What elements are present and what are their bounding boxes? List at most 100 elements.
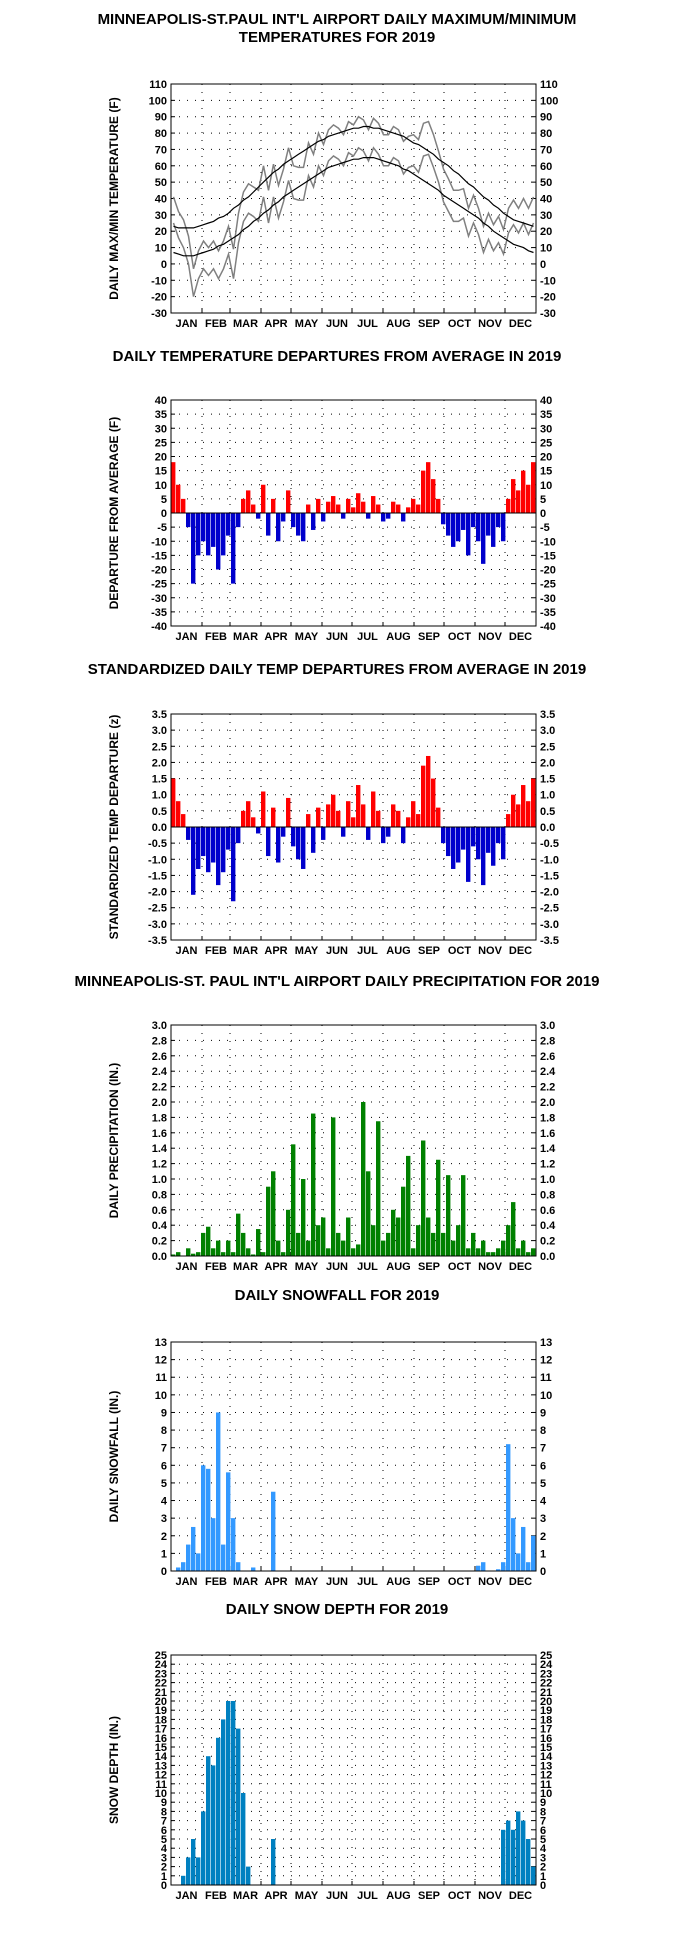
bar (201, 1232, 206, 1256)
x-tick-label: SEP (418, 318, 440, 330)
x-tick-label: FEB (205, 1576, 227, 1588)
x-tick-label: JUL (357, 631, 378, 643)
bar (386, 513, 391, 519)
y-tick-label: 0.0 (152, 1251, 167, 1263)
x-tick-label: MAR (233, 318, 258, 330)
bar (396, 1217, 401, 1256)
y-tick-label: -1.5 (148, 870, 167, 882)
bar (221, 827, 226, 873)
y-tick-label: 0.5 (152, 806, 167, 818)
bar (251, 817, 256, 827)
bar (456, 827, 461, 863)
y-tick-label: -2.5 (148, 903, 167, 915)
bar (506, 814, 511, 827)
x-tick-label: FEB (205, 945, 227, 957)
x-tick-label: MAR (233, 631, 258, 643)
bar (176, 484, 181, 513)
x-tick-label: DEC (509, 1576, 532, 1588)
bar (301, 1179, 306, 1256)
bar (476, 513, 481, 542)
bar (411, 1248, 416, 1256)
bar (436, 1159, 441, 1256)
bar (301, 513, 306, 542)
y-tick-label: -40 (540, 621, 556, 633)
y-tick-label: 3 (161, 1513, 167, 1525)
x-tick-label: APR (264, 1576, 287, 1588)
y-tick-label: 9 (540, 1407, 546, 1419)
y-tick-label: 5 (161, 1834, 167, 1846)
bar (531, 1866, 536, 1885)
bar (331, 496, 336, 513)
y-tick-label: 2 (540, 1531, 546, 1543)
bar (511, 794, 516, 827)
y-tick-label: 90 (540, 112, 552, 124)
plot-frame (170, 713, 537, 941)
bar (291, 827, 296, 847)
y-tick-label: 2.6 (152, 1051, 167, 1063)
bar (176, 1567, 181, 1571)
bar (211, 1518, 216, 1571)
y-tick-label: 24 (155, 1659, 168, 1671)
y-tick-label: 0.6 (540, 1205, 555, 1217)
bar (366, 1171, 371, 1256)
bar (436, 807, 441, 827)
y-tick-label: 2.8 (152, 1035, 167, 1047)
bar (266, 513, 271, 536)
bar (191, 513, 196, 584)
bar (496, 513, 501, 528)
y-tick-label: 11 (540, 1372, 552, 1384)
bar (276, 1240, 281, 1256)
bar (481, 513, 486, 564)
x-tick-label: AUG (386, 1890, 410, 1902)
bar (296, 513, 301, 536)
bar (236, 1562, 241, 1571)
bar (511, 1202, 516, 1256)
y-tick-label: 3 (540, 1852, 546, 1864)
bar (196, 1252, 201, 1256)
bar (411, 498, 416, 513)
y-tick-label: -35 (540, 607, 556, 619)
y-tick-label: 0.2 (540, 1236, 555, 1248)
bar (471, 513, 476, 528)
bar (356, 493, 361, 513)
bar (426, 1217, 431, 1256)
y-tick-label: 0 (540, 259, 546, 271)
bar (431, 778, 436, 827)
bar (271, 1839, 276, 1885)
bar (531, 1248, 536, 1256)
y-tick-label: 3 (161, 1852, 167, 1864)
bar (221, 1544, 226, 1571)
bar (361, 501, 366, 513)
bar (496, 1569, 501, 1571)
y-tick-label: 2.4 (540, 1066, 556, 1078)
bar (251, 1567, 256, 1571)
bar (256, 1229, 261, 1256)
bar (506, 1820, 511, 1885)
bar (471, 1232, 476, 1256)
bar (306, 504, 311, 513)
y-tick-label: 1 (540, 1871, 546, 1883)
bar (326, 501, 331, 513)
bar (291, 1144, 296, 1256)
bar (231, 1252, 236, 1256)
y-tick-label: 14 (155, 1751, 168, 1763)
y-tick-label: -10 (151, 536, 167, 548)
y-tick-label: -5 (540, 522, 550, 534)
bar (521, 1820, 526, 1885)
bar (316, 498, 321, 513)
y-tick-label: 13 (540, 1760, 552, 1772)
x-tick-label: JUN (326, 318, 348, 330)
x-tick-label: NOV (478, 318, 503, 330)
bar (456, 1225, 461, 1256)
y-tick-label: 2 (161, 1531, 167, 1543)
x-tick-label: AUG (386, 631, 410, 643)
y-tick-label: 20 (540, 226, 552, 238)
bar (396, 504, 401, 513)
x-tick-label: MAY (295, 318, 319, 330)
bar (366, 513, 371, 519)
y-tick-label: -30 (540, 593, 556, 605)
y-tick-label: 16 (540, 1733, 552, 1745)
x-tick-label: OCT (448, 631, 472, 643)
bar (206, 1756, 211, 1885)
